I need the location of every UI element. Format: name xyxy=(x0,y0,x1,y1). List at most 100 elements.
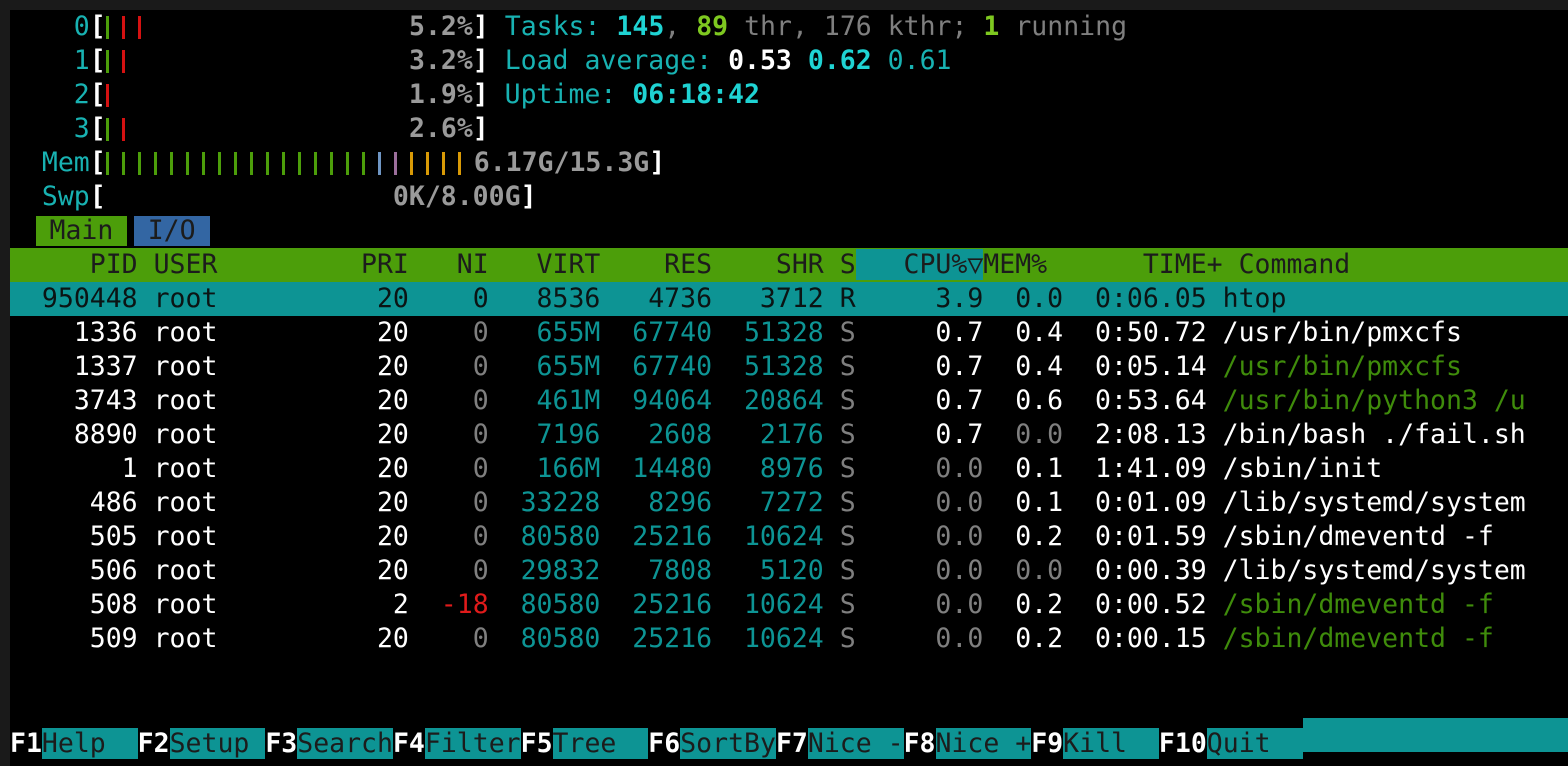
fnkey-f9[interactable]: F9 xyxy=(1031,728,1064,759)
cell-pid: 3743 xyxy=(10,385,138,416)
fnlabel-search[interactable]: Search xyxy=(297,728,393,759)
table-row[interactable]: 3743 root 20 0 461M 94064 20864 S 0.7 0.… xyxy=(10,384,1568,418)
table-row[interactable]: 1336 root 20 0 655M 67740 51328 S 0.7 0.… xyxy=(10,316,1568,350)
fnlabel-help[interactable]: Help xyxy=(41,728,138,759)
fnkey-f10[interactable]: F10 xyxy=(1158,728,1207,759)
table-row[interactable]: 8890 root 20 0 7196 2608 2176 S 0.7 0.0 … xyxy=(10,418,1568,452)
meter-bar-segment xyxy=(137,16,141,39)
meter-bar-segment xyxy=(345,152,349,175)
meter-bar-segment xyxy=(313,152,317,175)
cell-state: S xyxy=(823,623,856,654)
cell-shr: 7272 xyxy=(712,487,824,518)
tasks-sep: , xyxy=(664,11,697,42)
swap-meter-close-bracket: ] xyxy=(520,181,537,212)
fnlabel-nice[interactable]: Nice + xyxy=(935,728,1032,759)
mem-meter-open-bracket: [ xyxy=(89,147,106,178)
table-row[interactable]: 950448 root 20 0 8536 4736 3712 R 3.9 0.… xyxy=(10,282,1568,316)
cpu3-meter-label: 3 xyxy=(25,113,90,144)
spacer xyxy=(872,45,888,76)
fnlabel-sortby[interactable]: SortBy xyxy=(680,728,776,759)
meter-bar-segment xyxy=(297,152,301,175)
panel-tabs[interactable]: Main I/O xyxy=(10,214,1568,248)
function-key-bar[interactable]: F1Help F2Setup F3SearchF4FilterF5Tree F6… xyxy=(10,718,1568,759)
cell-pri: 20 xyxy=(361,419,409,450)
cpu1-meter-bar xyxy=(105,44,138,78)
table-row[interactable]: 505 root 20 0 80580 25216 10624 S 0.0 0.… xyxy=(10,520,1568,554)
cell-user: root xyxy=(137,385,362,416)
tab-i-o[interactable]: I/O xyxy=(133,216,210,246)
function-bar-filler xyxy=(1302,718,1568,752)
cell-command: /sbin/init xyxy=(1206,453,1383,484)
cell-ni: 0 xyxy=(408,453,489,484)
table-row[interactable]: 509 root 20 0 80580 25216 10624 S 0.0 0.… xyxy=(10,622,1568,656)
meter-bar-segment xyxy=(393,152,397,175)
fnlabel-nice[interactable]: Nice - xyxy=(807,728,904,759)
cell-pid: 486 xyxy=(10,487,138,518)
column-header-virt[interactable]: VIRT xyxy=(488,249,601,280)
fnlabel-kill[interactable]: Kill xyxy=(1063,728,1159,759)
cell-ni: 0 xyxy=(408,419,489,450)
table-row[interactable]: 1337 root 20 0 655M 67740 51328 S 0.7 0.… xyxy=(10,350,1568,384)
cpu2-meter-bar xyxy=(105,78,122,112)
cell-mem: 0.4 xyxy=(983,351,1080,382)
table-row[interactable]: 506 root 20 0 29832 7808 5120 S 0.0 0.0 … xyxy=(10,554,1568,588)
fnkey-f2[interactable]: F2 xyxy=(137,728,170,759)
cell-time: 2:08.13 xyxy=(1079,419,1207,450)
fnkey-f8[interactable]: F8 xyxy=(903,728,936,759)
fnkey-f5[interactable]: F5 xyxy=(520,728,553,759)
cell-state: S xyxy=(823,589,856,620)
cell-shr: 2176 xyxy=(712,419,824,450)
fnkey-f7[interactable]: F7 xyxy=(775,728,808,759)
fnkey-f3[interactable]: F3 xyxy=(265,728,298,759)
fnkey-f6[interactable]: F6 xyxy=(648,728,681,759)
column-header-res[interactable]: RES xyxy=(600,249,713,280)
cell-res: 8296 xyxy=(600,487,713,518)
cell-mem: 0.2 xyxy=(983,521,1080,552)
meter-bar-segment xyxy=(217,152,221,175)
column-header-ni[interactable]: NI xyxy=(408,249,489,280)
column-header-mem[interactable]: MEM% xyxy=(983,249,1080,280)
fnlabel-filter[interactable]: Filter xyxy=(424,728,521,759)
column-header-cpu[interactable]: CPU%▽ xyxy=(855,249,984,280)
cell-user: root xyxy=(137,453,362,484)
swap-meter-open-bracket: [ xyxy=(89,181,106,212)
process-list[interactable]: 950448 root 20 0 8536 4736 3712 R 3.9 0.… xyxy=(10,282,1568,656)
fnkey-f1[interactable]: F1 xyxy=(10,728,42,759)
cell-res: 67740 xyxy=(600,317,713,348)
table-row[interactable]: 508 root 2 -18 80580 25216 10624 S 0.0 0… xyxy=(10,588,1568,622)
meter-bar-segment xyxy=(105,152,109,175)
table-row[interactable]: 1 root 20 0 166M 14480 8976 S 0.0 0.1 1:… xyxy=(10,452,1568,486)
fnkey-f4[interactable]: F4 xyxy=(392,728,425,759)
cell-command: /sbin/dmeventd -f xyxy=(1206,521,1494,552)
cell-ni: 0 xyxy=(408,385,489,416)
column-header-time[interactable]: TIME+ xyxy=(1079,249,1223,280)
meter-bar-segment xyxy=(457,152,461,175)
cell-mem: 0.0 xyxy=(983,419,1080,450)
tab-main[interactable]: Main xyxy=(35,216,128,246)
cpu1-meter-value: 3.2% xyxy=(137,45,473,76)
cell-state: R xyxy=(823,283,856,314)
column-header-shr[interactable]: SHR xyxy=(712,249,824,280)
column-header-pid[interactable]: PID xyxy=(10,249,138,280)
meter-bar-segment xyxy=(441,152,445,175)
fnlabel-quit[interactable]: Quit xyxy=(1206,728,1303,759)
cell-shr: 10624 xyxy=(712,623,824,654)
meter-bar-segment xyxy=(153,152,157,175)
process-table-header[interactable]: PID USER PRI NI VIRT RES SHR S CPU%▽MEM%… xyxy=(10,248,1568,282)
cell-virt: 655M xyxy=(488,351,601,382)
cell-virt: 8536 xyxy=(488,283,601,314)
column-header-pri[interactable]: PRI xyxy=(361,249,409,280)
cell-pri: 20 xyxy=(361,521,409,552)
fnlabel-tree[interactable]: Tree xyxy=(552,728,649,759)
cell-cpu: 0.7 xyxy=(855,419,984,450)
cell-time: 0:05.14 xyxy=(1079,351,1207,382)
cell-virt: 166M xyxy=(488,453,601,484)
column-header-user[interactable]: USER xyxy=(137,249,362,280)
cell-time: 0:01.59 xyxy=(1079,521,1207,552)
column-header-state[interactable]: S xyxy=(823,249,856,280)
meter-bar-segment xyxy=(121,152,125,175)
column-header-command[interactable]: Command xyxy=(1222,249,1351,280)
table-row[interactable]: 486 root 20 0 33228 8296 7272 S 0.0 0.1 … xyxy=(10,486,1568,520)
fnlabel-setup[interactable]: Setup xyxy=(169,728,266,759)
cell-res: 94064 xyxy=(600,385,713,416)
